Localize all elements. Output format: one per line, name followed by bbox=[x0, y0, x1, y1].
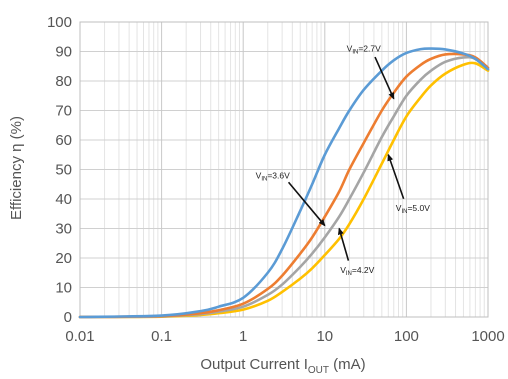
x-tick-label: 0.1 bbox=[151, 328, 172, 345]
series-annotation: VIN=4.2V bbox=[340, 265, 374, 277]
annotation-arrow bbox=[287, 181, 326, 227]
y-tick-label: 90 bbox=[55, 44, 72, 61]
y-tick-label: 60 bbox=[55, 132, 72, 149]
y-tick-label: 40 bbox=[55, 191, 72, 208]
x-axis-label-suffix: (mA) bbox=[329, 356, 366, 373]
x-tick-label: 10 bbox=[316, 328, 333, 345]
annotation-arrow bbox=[374, 56, 395, 100]
annotation-arrow bbox=[387, 153, 405, 199]
y-tick-label: 20 bbox=[55, 250, 72, 267]
plot-area bbox=[79, 21, 489, 318]
series-line-vin-2-7v bbox=[78, 47, 490, 319]
y-tick-labels: 0 10 20 30 40 50 60 70 80 90 100 bbox=[47, 14, 72, 326]
y-tick-label: 10 bbox=[55, 280, 72, 297]
series-line-vin-3-6v bbox=[78, 52, 490, 319]
series-annotation: VIN=3.6V bbox=[256, 170, 290, 182]
annotation-layer: VIN=2.7V VIN=3.6V VIN=5.0V VIN=4.2V bbox=[256, 44, 431, 277]
x-axis-label-sub: OUT bbox=[308, 365, 329, 376]
series-line-vin-5-0v bbox=[78, 61, 490, 319]
y-axis-label: Efficiency η (%) bbox=[8, 116, 25, 220]
series-line-vin-4-2v bbox=[78, 55, 490, 319]
x-tick-label: 1 bbox=[239, 328, 247, 345]
y-tick-label: 0 bbox=[64, 309, 72, 326]
x-tick-label: 1000 bbox=[471, 328, 504, 345]
x-tick-labels: 0.01 0.1 1 10 100 1000 bbox=[65, 328, 504, 345]
x-axis-label-prefix: Output Current I bbox=[200, 356, 308, 373]
series-layer bbox=[78, 47, 490, 319]
y-tick-label: 100 bbox=[47, 14, 72, 31]
y-tick-label: 70 bbox=[55, 103, 72, 120]
y-tick-label: 80 bbox=[55, 73, 72, 90]
annotation-arrow bbox=[337, 227, 350, 261]
x-axis-label: Output Current IOUT (mA) bbox=[200, 356, 365, 376]
series-annotation: VIN=5.0V bbox=[396, 203, 430, 215]
series-annotation: VIN=2.7V bbox=[347, 44, 381, 56]
x-tick-label: 0.01 bbox=[65, 328, 94, 345]
x-tick-label: 100 bbox=[394, 328, 419, 345]
y-tick-label: 50 bbox=[55, 162, 72, 179]
y-tick-label: 30 bbox=[55, 221, 72, 238]
